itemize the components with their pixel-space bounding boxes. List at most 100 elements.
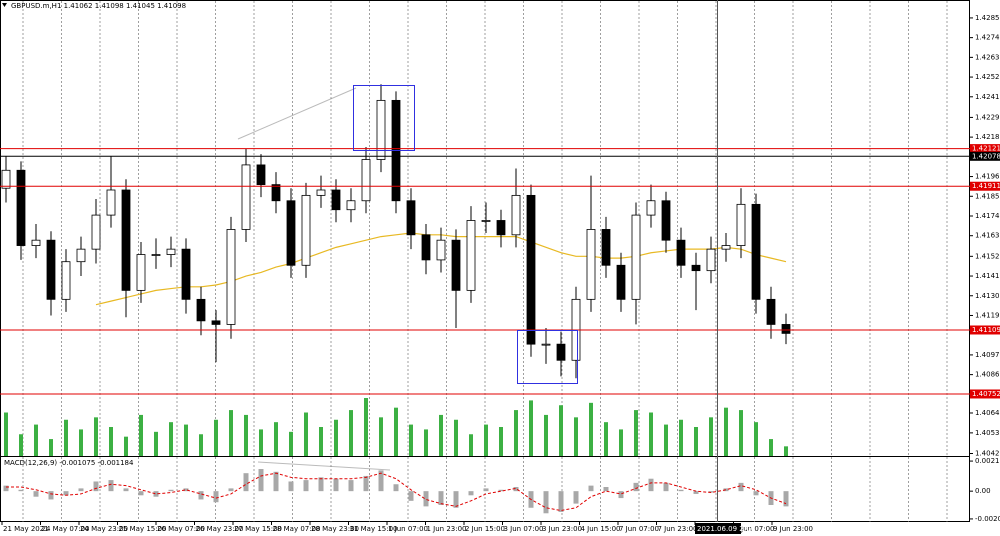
volume-bar [784, 446, 788, 456]
candle-body [556, 343, 566, 361]
macd-bar [228, 488, 234, 492]
level-label-box [970, 325, 1000, 335]
x-tick-label: 26 May 23:00 [196, 525, 244, 533]
candle-body [466, 220, 476, 291]
macd-bar [783, 491, 789, 507]
macd-bar [543, 491, 549, 514]
volume-bar [304, 412, 308, 456]
macd-bar [408, 491, 414, 501]
volume-bar [49, 439, 53, 456]
level-label: 1.40752 [972, 390, 1000, 398]
candle-body [601, 229, 611, 266]
candle-body [781, 324, 791, 334]
volume-bar [589, 402, 593, 456]
volume-bar [544, 414, 548, 456]
macd-bar [78, 488, 84, 492]
macd-bar [603, 487, 609, 492]
volume-bar [349, 410, 353, 456]
x-tick-label: 9 Jun 23:00 [773, 525, 813, 533]
macd-bar [123, 488, 129, 492]
macd-bar [48, 491, 54, 500]
volume-bar [274, 422, 278, 456]
y-tick-label: 1.41635 [975, 232, 1000, 240]
level-label: 1.41109 [972, 326, 1000, 334]
volume-bar [634, 410, 638, 456]
x-tick-label: 24 May 07:00 [42, 525, 90, 533]
volume-bar [79, 429, 83, 456]
y-tick-label: 1.41190 [975, 311, 1000, 319]
level-label-box [970, 181, 1000, 191]
macd-bar [558, 491, 564, 512]
macd-bar [183, 488, 189, 492]
macd-bar [273, 471, 279, 492]
candle-body [226, 229, 236, 325]
macd-bar [258, 469, 264, 492]
x-tick-label: 3 Jun 23:00 [542, 525, 582, 533]
volume-bar [514, 410, 518, 456]
macd-bar [753, 491, 759, 496]
candle-body [151, 254, 161, 256]
volume-bar [169, 422, 173, 456]
y-tick-label: 1.40646 [975, 409, 1000, 417]
cursor-label-box [695, 523, 741, 534]
y-tick-label: 1.41855 [975, 192, 1000, 200]
volume-bar [739, 410, 743, 456]
volume-bar [244, 414, 248, 456]
volume-bar [424, 429, 428, 456]
volume-bar [454, 419, 458, 456]
volume-bar [709, 417, 713, 456]
x-tick-label: 27 May 15:00 [234, 525, 282, 533]
trend-line [237, 87, 357, 140]
x-tick-label: 1 Jun 23:00 [427, 525, 467, 533]
volume-bar [574, 417, 578, 456]
macd-bar [303, 480, 309, 492]
y-tick-label: 1.42850 [975, 14, 1000, 22]
y-tick-label: 1.42185 [975, 133, 1000, 141]
macd-bar [138, 491, 144, 496]
volume-bar [154, 431, 158, 456]
candle-body [661, 200, 671, 241]
macd-bar [648, 478, 654, 492]
candle-body [31, 239, 41, 246]
macd-signal [6, 472, 787, 512]
candle-body [376, 99, 386, 160]
candle-body [301, 194, 311, 266]
volume-bar [679, 419, 683, 456]
volume-bar [229, 410, 233, 456]
macd-tick-label: 0.00 [975, 487, 991, 495]
candle-body [241, 164, 251, 230]
volume-bar [289, 431, 293, 456]
level-label: 1.41911 [972, 182, 1000, 190]
macd-title: MACD(12,26,9) -0.001075 -0.001184 [4, 459, 134, 467]
macd-bar [378, 470, 384, 492]
x-tick-label: 4 Jun 15:00 [581, 525, 621, 533]
macd-bar [678, 489, 684, 492]
volume-bar [649, 412, 653, 456]
candle-body [646, 200, 656, 216]
macd-bar [348, 480, 354, 492]
x-tick-label: 2 Jun 15:00 [465, 525, 505, 533]
candle-body [331, 189, 341, 211]
symbol-menu[interactable] [2, 3, 7, 7]
candle-body [481, 220, 491, 222]
macd-bar [468, 491, 474, 496]
candle-body [91, 214, 101, 250]
macd-bar [708, 491, 714, 493]
candle-body [751, 203, 761, 300]
x-tick-label: 25 May 15:00 [119, 525, 167, 533]
candle-body [61, 261, 71, 300]
volume-bar [214, 419, 218, 456]
candle-body [106, 189, 116, 216]
y-tick-label: 1.41520 [975, 252, 1000, 260]
candle-body [616, 264, 626, 300]
volume-bar [409, 424, 413, 456]
macd-bar [33, 491, 39, 497]
candle-body [346, 200, 356, 211]
macd-bar [723, 488, 729, 492]
macd-bar [423, 491, 429, 507]
y-tick-label: 1.41965 [975, 173, 1000, 181]
level-label-box [970, 389, 1000, 399]
macd-bar [243, 473, 249, 492]
candle-body [706, 248, 716, 272]
x-tick-label: 28 May 07:00 [273, 525, 321, 533]
